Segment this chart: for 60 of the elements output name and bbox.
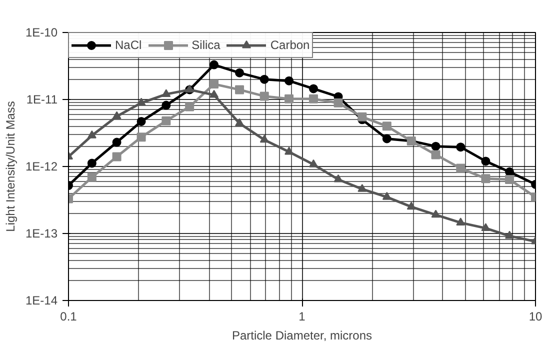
point (406, 202, 416, 210)
y-tick-label: 1E-14 (25, 294, 58, 308)
point (136, 98, 146, 106)
legend-label: Silica (192, 38, 220, 52)
point (431, 150, 440, 160)
point (136, 132, 146, 142)
point (505, 174, 514, 184)
y-tick-label: 1E-12 (25, 160, 58, 174)
point (185, 102, 194, 112)
point (284, 146, 294, 155)
point (431, 210, 440, 218)
x-tick-label: 0.1 (60, 310, 78, 324)
legend-label: Carbon (270, 38, 310, 52)
point (382, 134, 392, 144)
point (308, 94, 318, 104)
point (260, 92, 269, 101)
point (382, 192, 392, 200)
point (431, 142, 440, 151)
point (481, 223, 490, 232)
point (210, 90, 219, 98)
point (87, 158, 96, 168)
point (481, 174, 490, 184)
point (308, 159, 318, 168)
point (210, 80, 219, 89)
point (112, 111, 122, 120)
point (284, 76, 294, 86)
point (235, 85, 244, 94)
x-tick-label: 1 (298, 310, 306, 324)
y-axis-title: Light Intensity/Unit Mass (3, 101, 18, 232)
point (456, 164, 466, 173)
point (358, 184, 367, 192)
point (334, 174, 343, 182)
x-tick-label: 10 (528, 310, 542, 324)
point (308, 84, 318, 94)
point (162, 100, 171, 110)
point (235, 118, 244, 126)
point (260, 134, 269, 143)
legend-label: NaCl (115, 38, 142, 52)
point (87, 172, 96, 182)
point (382, 122, 392, 131)
point (358, 112, 367, 122)
point (210, 60, 219, 70)
point (334, 98, 343, 108)
point (284, 94, 294, 104)
point (162, 89, 171, 98)
point (505, 230, 514, 239)
y-tick-label: 1E-11 (26, 92, 58, 106)
point (162, 116, 171, 126)
point (87, 130, 96, 138)
point (481, 156, 490, 166)
y-tick-label: 1E-10 (25, 26, 58, 40)
y-tick-label: 1E-13 (25, 226, 58, 240)
point (136, 116, 146, 126)
point (456, 218, 466, 226)
x-axis-title: Particle Diameter, microns (232, 328, 372, 342)
point (235, 68, 244, 78)
point (260, 74, 269, 84)
point (456, 142, 466, 152)
point (112, 152, 122, 162)
point (112, 138, 122, 147)
